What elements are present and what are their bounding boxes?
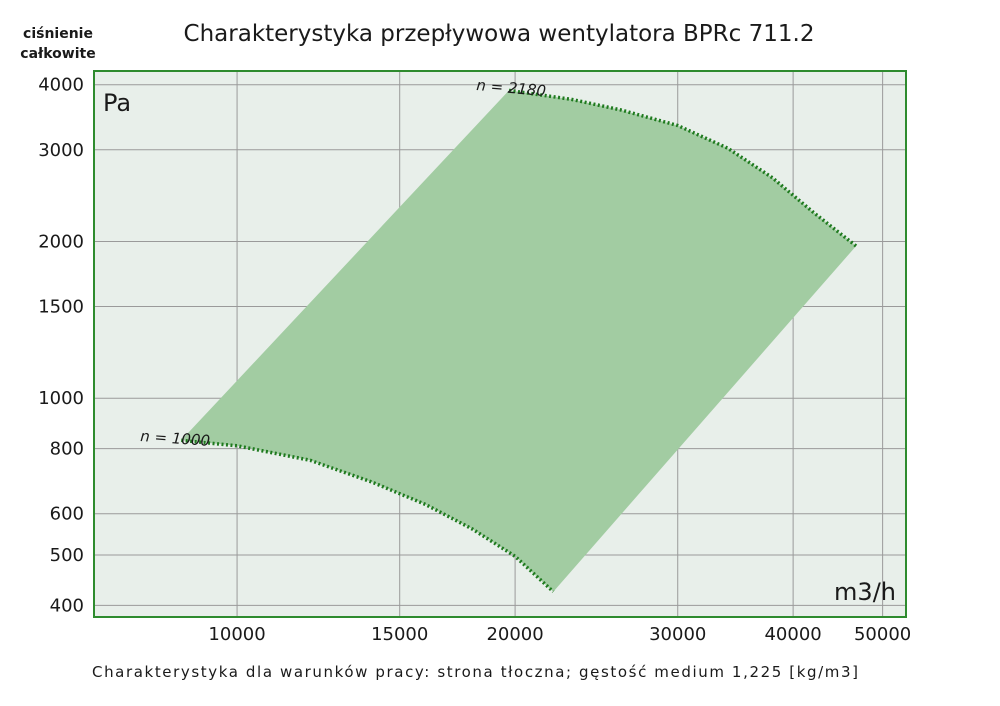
y-tick-label-2000: 2000 bbox=[38, 231, 84, 252]
y-tick-label-800: 800 bbox=[50, 439, 84, 460]
x-tick-label-10000: 10000 bbox=[208, 624, 265, 645]
curve-n2180 bbox=[508, 88, 858, 248]
operating-area bbox=[181, 90, 857, 592]
footnote: Charakterystyka dla warunków pracy: stro… bbox=[92, 663, 860, 681]
x-tick-labels: 10000 15000 20000 30000 40000 50000 bbox=[208, 624, 911, 645]
chart-title: Charakterystyka przepływowa wentylatora … bbox=[184, 21, 815, 47]
operating-area-layer bbox=[181, 90, 857, 592]
curve-n1000 bbox=[181, 438, 555, 593]
y-tick-label-500: 500 bbox=[50, 545, 84, 566]
y-axis-label-line-1: ciśnienie bbox=[23, 26, 93, 42]
y-unit-label: Pa bbox=[103, 89, 131, 117]
y-tick-label-3000: 3000 bbox=[38, 140, 84, 161]
x-tick-label-30000: 30000 bbox=[649, 624, 706, 645]
y-tick-label-1500: 1500 bbox=[38, 297, 84, 318]
y-tick-label-4000: 4000 bbox=[38, 75, 84, 96]
x-unit-label: m3/h bbox=[834, 578, 896, 606]
y-axis-label-line-2: całkowite bbox=[20, 46, 95, 62]
y-tick-label-1000: 1000 bbox=[38, 388, 84, 409]
x-tick-label-40000: 40000 bbox=[764, 624, 821, 645]
x-tick-label-50000: 50000 bbox=[854, 624, 911, 645]
y-tick-labels: 400 500 600 800 1000 1500 2000 3000 4000 bbox=[38, 75, 84, 617]
x-tick-label-20000: 20000 bbox=[486, 624, 543, 645]
curves-layer bbox=[181, 88, 858, 593]
curve-label-n1000: n = 1000 bbox=[140, 427, 211, 450]
plot-frame bbox=[93, 70, 907, 618]
x-tick-label-15000: 15000 bbox=[371, 624, 428, 645]
y-tick-label-600: 600 bbox=[50, 504, 84, 525]
y-tick-label-400: 400 bbox=[50, 595, 84, 616]
